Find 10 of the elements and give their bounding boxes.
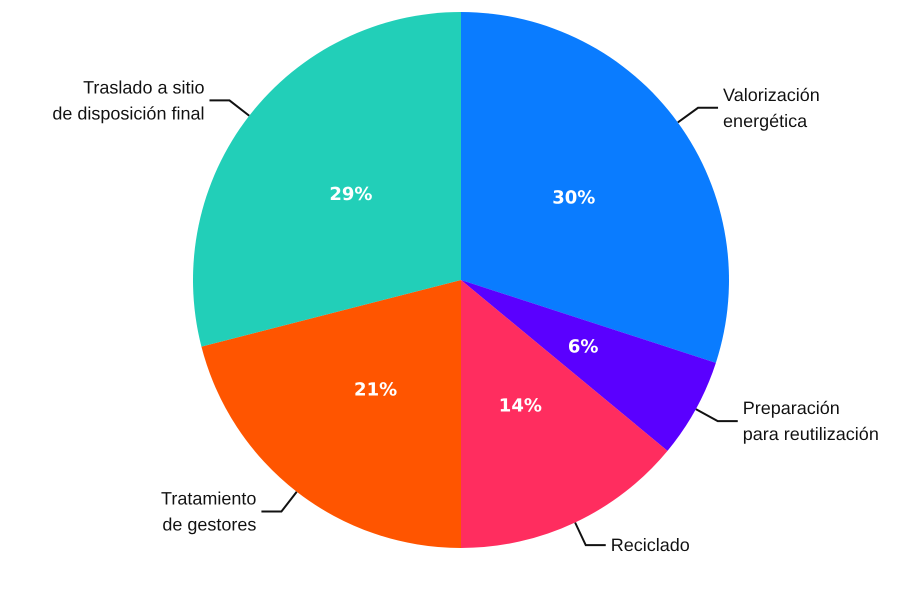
slice-label: Preparación para reutilización	[742, 398, 879, 444]
data-label: 14%	[498, 396, 542, 417]
slice-label: Reciclado	[610, 535, 690, 556]
data-label: 30%	[552, 188, 596, 209]
slice-label: Valorización energética	[723, 84, 820, 131]
data-label: 29%	[329, 184, 372, 206]
data-label: 21%	[354, 380, 398, 401]
data-label: 6%	[568, 336, 598, 358]
slice-label: Traslado a sitio de disposición final	[52, 77, 204, 124]
slice-label: Tratamiento de gestores	[161, 488, 256, 535]
